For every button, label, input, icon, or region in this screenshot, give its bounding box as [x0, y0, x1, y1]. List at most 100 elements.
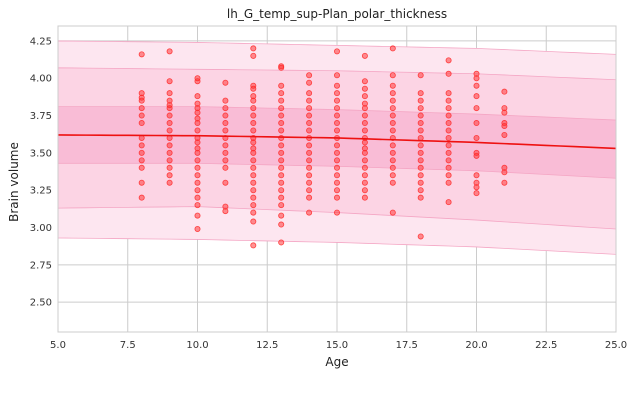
x-tick-label: 15.0	[326, 340, 348, 351]
data-point	[361, 187, 368, 194]
data-point	[417, 179, 424, 186]
x-axis-label: Age	[325, 355, 348, 369]
data-point	[166, 164, 173, 171]
data-point	[333, 97, 340, 104]
data-point	[194, 149, 201, 156]
data-point	[417, 134, 424, 141]
data-point	[138, 142, 145, 149]
data-point	[501, 109, 508, 116]
data-point	[138, 164, 145, 171]
data-point	[250, 97, 257, 104]
data-point	[417, 105, 424, 112]
trend-line-group	[57, 134, 617, 150]
data-point	[306, 72, 313, 79]
data-point	[445, 164, 452, 171]
data-point	[473, 93, 480, 100]
data-point	[333, 105, 340, 112]
data-point	[250, 218, 257, 225]
data-point	[361, 157, 368, 164]
data-point	[333, 179, 340, 186]
data-point	[194, 78, 201, 85]
data-point	[417, 112, 424, 119]
x-tick-label: 5.0	[50, 340, 66, 351]
data-point	[138, 179, 145, 186]
data-point	[501, 88, 508, 95]
data-point	[138, 51, 145, 58]
data-point	[138, 157, 145, 164]
data-point	[306, 157, 313, 164]
data-point	[306, 90, 313, 97]
data-point	[194, 187, 201, 194]
data-point	[222, 142, 229, 149]
data-point	[361, 179, 368, 186]
data-point	[166, 127, 173, 134]
data-point	[333, 120, 340, 127]
data-point	[166, 149, 173, 156]
data-point	[250, 194, 257, 201]
data-point	[306, 209, 313, 216]
data-point	[166, 90, 173, 97]
plot-frame	[57, 25, 617, 333]
data-point	[333, 142, 340, 149]
data-point	[306, 127, 313, 134]
data-point	[389, 45, 396, 52]
data-point	[166, 179, 173, 186]
data-point	[278, 164, 285, 171]
data-point	[473, 120, 480, 127]
data-point	[278, 194, 285, 201]
data-point	[138, 105, 145, 112]
data-points	[138, 45, 508, 249]
data-point	[333, 209, 340, 216]
data-point	[445, 172, 452, 179]
data-point	[278, 142, 285, 149]
data-point	[278, 179, 285, 186]
data-point	[333, 149, 340, 156]
data-point	[250, 209, 257, 216]
data-point	[389, 179, 396, 186]
data-point	[194, 157, 201, 164]
data-point	[194, 212, 201, 219]
data-point	[361, 194, 368, 201]
data-point	[250, 149, 257, 156]
data-point	[278, 187, 285, 194]
data-point	[138, 149, 145, 156]
data-point	[473, 184, 480, 191]
y-tick-label: 3.75	[30, 111, 52, 122]
data-point	[194, 194, 201, 201]
data-point	[417, 90, 424, 97]
data-point	[278, 90, 285, 97]
x-tick-label: 25.0	[605, 340, 627, 351]
data-point	[306, 164, 313, 171]
data-point	[278, 82, 285, 89]
data-point	[473, 152, 480, 159]
data-point	[222, 97, 229, 104]
data-point	[361, 105, 368, 112]
data-point	[250, 120, 257, 127]
data-point	[389, 120, 396, 127]
data-point	[445, 70, 452, 77]
data-point	[306, 179, 313, 186]
data-point	[278, 64, 285, 71]
data-point	[278, 212, 285, 219]
data-point	[389, 149, 396, 156]
data-point	[333, 90, 340, 97]
data-point	[417, 97, 424, 104]
data-point	[278, 134, 285, 141]
data-point	[333, 164, 340, 171]
data-point	[222, 157, 229, 164]
y-tick-label: 3.25	[30, 186, 52, 197]
data-point	[306, 120, 313, 127]
y-tick-label: 4.25	[30, 36, 52, 47]
data-point	[222, 127, 229, 134]
data-point	[445, 57, 452, 64]
data-point	[166, 78, 173, 85]
data-point	[445, 149, 452, 156]
data-point	[445, 120, 452, 127]
data-point	[417, 127, 424, 134]
data-point	[333, 194, 340, 201]
data-point	[333, 48, 340, 55]
data-point	[250, 157, 257, 164]
data-point	[222, 208, 229, 215]
chart-title: lh_G_temp_sup-Plan_polar_thickness	[227, 7, 447, 21]
